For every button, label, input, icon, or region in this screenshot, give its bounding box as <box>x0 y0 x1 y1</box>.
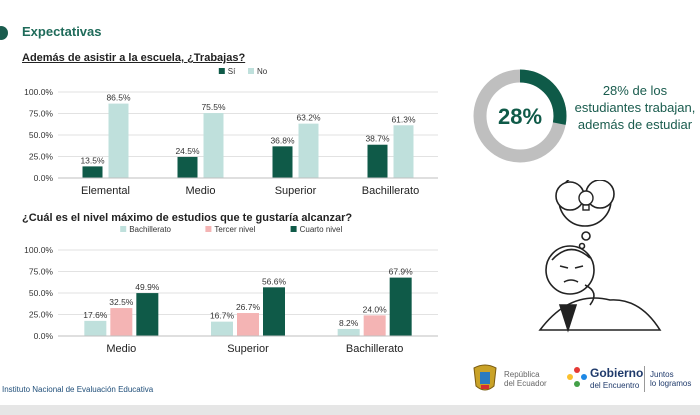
bar-bachillerato-0 <box>84 320 107 336</box>
legend-swatch-2 <box>290 226 297 232</box>
y-tick-label: 25.0% <box>29 152 54 162</box>
data-label: 75.5% <box>201 102 226 112</box>
bar-cuarto-nivel-1 <box>263 287 285 336</box>
data-label: 17.6% <box>83 310 108 320</box>
bar-no-0 <box>108 103 129 178</box>
legend-swatch-1 <box>248 68 254 74</box>
logo-divider <box>644 366 645 392</box>
category-label: Medio <box>186 185 216 197</box>
y-tick-label: 0.0% <box>34 331 54 341</box>
data-label: 24.5% <box>175 146 200 156</box>
category-label: Elemental <box>81 185 130 197</box>
y-tick-label: 100.0% <box>24 87 53 97</box>
ecuador-logo: República del Ecuador <box>470 360 560 400</box>
legend-label-1: No <box>257 67 268 76</box>
y-tick-label: 50.0% <box>29 130 54 140</box>
ecuador-line-1: República <box>504 370 540 379</box>
footer-bar <box>0 405 700 415</box>
data-label: 24.0% <box>363 304 388 314</box>
bar-cuarto-nivel-0 <box>136 293 159 336</box>
category-label: Bachillerato <box>346 343 403 355</box>
legend-swatch-1 <box>205 226 212 232</box>
data-label: 38.7% <box>365 134 390 144</box>
legend-label-0: Bachillerato <box>129 225 171 234</box>
donut-caption: 28% de los estudiantes trabajan, además … <box>574 83 696 132</box>
data-label: 8.2% <box>339 318 359 328</box>
data-label: 26.7% <box>236 302 261 312</box>
gobierno-title: Gobierno <box>590 366 644 380</box>
data-label: 32.5% <box>109 297 134 307</box>
bar-cuarto-nivel-2 <box>389 277 412 336</box>
bar-no-3 <box>393 125 414 178</box>
gobierno-subtitle: del Encuentro <box>590 381 640 390</box>
category-label: Superior <box>227 343 269 355</box>
y-tick-label: 0.0% <box>34 173 54 183</box>
legend-swatch-0 <box>120 226 127 232</box>
y-tick-label: 75.0% <box>29 267 54 277</box>
thinking-person-illustration <box>538 180 662 333</box>
bar-bachillerato-2 <box>337 328 360 336</box>
chart-2-legend: Bachillerato Tercer nivel Cuarto nivel <box>120 225 343 234</box>
data-label: 63.2% <box>296 113 321 123</box>
y-tick-label: 75.0% <box>29 109 54 119</box>
slogan-line-2: lo logramos <box>650 379 692 388</box>
gobierno-mark-icon <box>567 367 587 387</box>
donut-arc <box>473 69 567 163</box>
bar-s--2 <box>272 146 293 178</box>
bar-tercer-nivel-1 <box>237 313 259 336</box>
gobierno-logo: Gobierno del Encuentro Juntos lo logramo… <box>566 362 698 402</box>
data-label: 36.8% <box>270 135 295 145</box>
bar-s--3 <box>367 144 388 178</box>
studies-chart: Bachillerato Tercer nivel Cuarto nivel 100.… <box>24 225 438 355</box>
legend-label-1: Tercer nivel <box>214 225 255 234</box>
chart-1-title: Además de asistir a la escuela, ¿Trabaja… <box>22 52 246 64</box>
y-tick-label: 100.0% <box>24 245 53 255</box>
data-label: 86.5% <box>106 93 131 103</box>
category-label: Bachillerato <box>362 185 419 197</box>
donut-value: 28% <box>498 104 542 129</box>
bar-no-2 <box>298 123 319 178</box>
data-label: 67.9% <box>389 267 414 277</box>
legend-swatch-0 <box>218 68 225 74</box>
accent-dot <box>0 26 8 40</box>
category-label: Medio <box>106 343 136 355</box>
legend-label-2: Cuarto nivel <box>300 225 343 234</box>
bar-tercer-nivel-0 <box>110 308 133 336</box>
bar-s--0 <box>82 166 103 178</box>
y-tick-label: 25.0% <box>29 310 54 320</box>
ecuador-line-2: del Ecuador <box>504 379 547 388</box>
coat-of-arms-icon <box>473 364 497 391</box>
chart-2-title: ¿Cuál es el nivel máximo de estudios que… <box>22 212 353 224</box>
chart-1-legend: Sí No <box>218 67 268 76</box>
data-label: 13.5% <box>80 155 105 165</box>
section-title: Expectativas <box>22 24 102 39</box>
data-label: 61.3% <box>391 114 416 124</box>
category-label: Superior <box>275 185 317 197</box>
slogan-line-1: Juntos <box>650 370 674 379</box>
bar-tercer-nivel-2 <box>363 315 386 336</box>
data-label: 56.6% <box>262 276 287 286</box>
footer-institute: Instituto Nacional de Evaluación Educati… <box>2 385 154 394</box>
bar-s--1 <box>177 156 198 178</box>
y-tick-label: 50.0% <box>29 288 54 298</box>
data-label: 49.9% <box>135 282 160 292</box>
donut-chart: 28% <box>470 66 570 166</box>
work-chart: Sí No 100.0% 75.0% 50.0% 25.0% 0.0% 13.5% 86.5% E… <box>24 67 438 197</box>
thought-bubble-small <box>581 231 591 241</box>
bar-bachillerato-1 <box>211 321 233 336</box>
lightbulb-icon <box>578 190 594 211</box>
bar-no-1 <box>203 113 224 178</box>
data-label: 16.7% <box>210 311 235 321</box>
legend-label-0: Sí <box>228 67 236 76</box>
person-figure <box>538 245 662 333</box>
